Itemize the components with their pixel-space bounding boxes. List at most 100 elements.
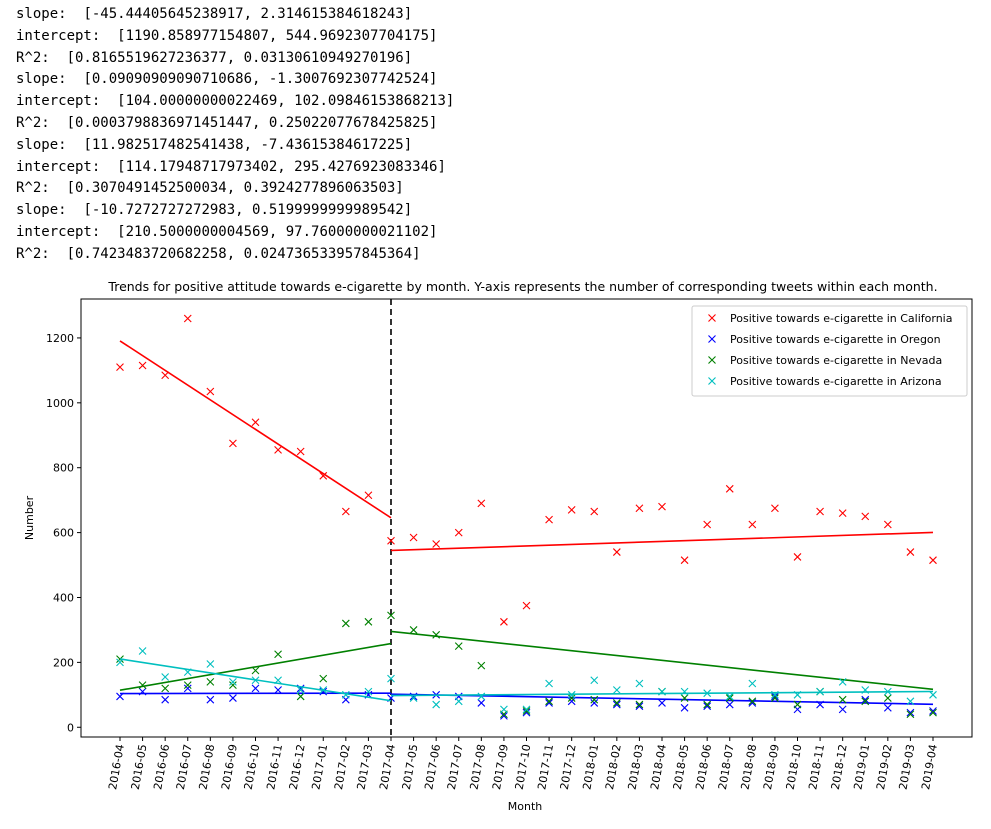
data-point <box>545 697 553 706</box>
y-tick-label: 1200 <box>46 332 74 345</box>
data-point <box>748 520 757 529</box>
x-tick-label: 2017-08 <box>468 743 489 791</box>
data-point <box>387 536 395 545</box>
data-point <box>229 681 237 689</box>
y-tick-label: 0 <box>67 721 74 734</box>
data-point <box>545 679 553 688</box>
data-point <box>703 520 712 529</box>
console-line: slope: [-45.44405645238917, 2.3146153846… <box>16 6 412 22</box>
data-point <box>138 647 147 655</box>
data-point <box>206 677 215 686</box>
legend-marker <box>708 314 716 322</box>
console-line-label: slope: <box>16 71 84 88</box>
console-line-label: intercept: <box>16 223 118 240</box>
legend-entry: Positive towards e-cigarette in Oregon <box>730 333 941 346</box>
data-point <box>838 705 847 714</box>
x-tick-label: 2017-11 <box>535 743 556 791</box>
data-point <box>929 708 937 717</box>
x-tick-label: 2017-12 <box>558 743 579 791</box>
x-tick-label: 2018-09 <box>761 743 782 791</box>
data-point <box>161 695 170 704</box>
data-point <box>500 617 508 626</box>
data-point <box>567 697 576 706</box>
data-point <box>680 556 689 565</box>
data-point <box>635 700 644 709</box>
x-tick-label: 2016-10 <box>242 743 263 791</box>
trend-line <box>390 531 934 552</box>
console-line-label: R^2: <box>16 245 67 262</box>
trend-line <box>119 642 392 692</box>
data-point <box>838 677 847 686</box>
data-point <box>545 515 553 524</box>
legend: Positive towards e-cigarette in Californ… <box>691 305 968 397</box>
data-point <box>567 694 576 702</box>
data-point <box>387 674 395 683</box>
data-point <box>454 697 463 706</box>
console-line: intercept: [1190.858977154807, 544.96923… <box>16 28 437 44</box>
x-tick-label: 2018-04 <box>648 743 669 791</box>
x-tick-label: 2018-01 <box>580 743 601 791</box>
data-point <box>409 533 418 542</box>
data-point <box>319 674 328 683</box>
data-point <box>341 619 350 628</box>
legend-entry: Positive towards e-cigarette in Arizona <box>730 375 942 388</box>
data-point <box>454 528 463 537</box>
trend-line <box>390 690 934 697</box>
data-point <box>296 447 305 456</box>
data-point <box>861 695 870 704</box>
data-point <box>612 700 621 709</box>
trend-line <box>119 658 392 702</box>
data-point <box>364 687 373 696</box>
console-line: R^2: [0.3070491452500034, 0.392427789606… <box>16 180 404 196</box>
data-point <box>725 484 734 493</box>
x-tick-label: 2017-10 <box>513 743 534 791</box>
data-point <box>838 509 847 518</box>
data-point <box>183 681 192 689</box>
data-point <box>296 692 305 701</box>
data-point <box>522 708 531 717</box>
data-point <box>929 556 937 565</box>
x-tick-label: 2017-02 <box>332 743 353 791</box>
data-point <box>477 499 486 508</box>
x-tick-label: 2019-01 <box>851 743 872 791</box>
data-point <box>929 707 937 715</box>
x-tick-label: 2017-05 <box>400 743 421 791</box>
x-tick-label: 2017-01 <box>309 743 330 791</box>
data-point <box>274 650 282 659</box>
y-tick-label: 400 <box>53 591 74 604</box>
x-tick-label: 2018-03 <box>626 743 647 791</box>
console-line-label: slope: <box>16 202 84 219</box>
console-line: intercept: [104.00000000022469, 102.0984… <box>16 93 454 109</box>
data-point <box>161 673 170 681</box>
data-point <box>454 642 463 651</box>
data-point <box>432 700 441 709</box>
data-point <box>658 502 666 511</box>
x-tick-label: 2017-06 <box>422 743 443 791</box>
data-point <box>748 679 757 688</box>
data-point <box>658 699 666 707</box>
x-tick-label: 2017-07 <box>445 743 466 791</box>
console-line-label: slope: <box>16 136 84 153</box>
data-point <box>206 660 215 668</box>
console-line-value: [0.8165519627236377, 0.03130610949270196… <box>66 49 413 66</box>
legend-marker <box>708 335 716 343</box>
data-point <box>206 695 215 704</box>
data-point <box>161 684 170 693</box>
data-point <box>319 471 328 480</box>
data-point <box>409 626 418 634</box>
console-line-value: [104.00000000022469, 102.09846153868213] <box>117 93 455 110</box>
y-tick-label: 800 <box>53 462 74 475</box>
data-point <box>522 601 531 610</box>
data-point <box>500 705 508 714</box>
x-tick-label: 2018-12 <box>829 743 850 791</box>
data-point <box>883 694 892 702</box>
data-point <box>341 507 350 516</box>
console-line-label: R^2: <box>16 180 67 197</box>
x-tick-label: 2017-04 <box>377 743 398 791</box>
console-line-label: R^2: <box>16 114 67 131</box>
data-point <box>116 363 124 372</box>
x-tick-label: 2017-03 <box>355 743 376 791</box>
x-tick-label: 2016-07 <box>174 743 195 791</box>
trend-line <box>390 630 934 691</box>
y-tick-label: 1000 <box>46 397 74 410</box>
